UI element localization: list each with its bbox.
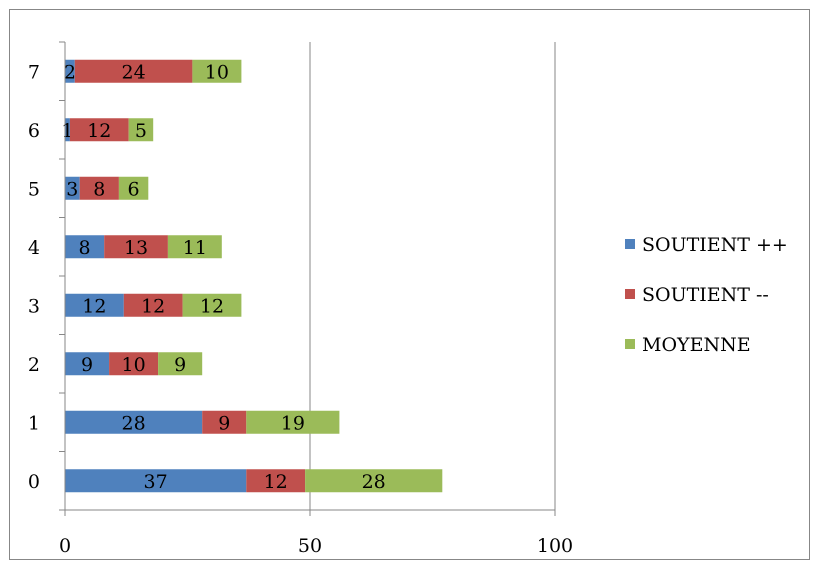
data-label-1-2: 19: [281, 412, 305, 434]
data-label-1-0: 28: [122, 412, 146, 434]
data-label-3-2: 12: [200, 295, 224, 317]
y-tick-label-6: 6: [28, 120, 40, 142]
x-tick-label-0: 0: [59, 535, 71, 557]
bar-seg-6-1: [69, 118, 129, 142]
data-label-7-0: 2: [64, 61, 76, 83]
y-tick-label-7: 7: [28, 61, 40, 83]
data-label-0-0: 37: [144, 471, 168, 493]
bar-seg-6-2: [128, 118, 154, 142]
y-tick-label-5: 5: [28, 178, 40, 200]
data-label-5-2: 6: [128, 178, 140, 200]
data-label-3-1: 12: [141, 295, 165, 317]
gridlines: [309, 42, 556, 510]
bar-seg-7-2: [192, 59, 242, 83]
bar-seg-3-1: [123, 293, 183, 317]
data-label-7-2: 10: [205, 61, 229, 83]
y-tick-label-4: 4: [28, 237, 40, 259]
bar-seg-7-1: [74, 59, 193, 83]
legend-swatch-0: [625, 239, 635, 249]
legend-label-1: SOUTIENT --: [642, 284, 769, 306]
bar-seg-1-1: [202, 410, 247, 434]
x-tick-label-50: 50: [298, 535, 322, 557]
legend-label-2: MOYENNE: [642, 334, 751, 356]
chart-frame: [9, 9, 810, 560]
data-label-2-1: 10: [122, 354, 146, 376]
bar-seg-6-0: [65, 118, 70, 142]
bar-seg-4-0: [65, 235, 105, 259]
y-tick-label-1: 1: [28, 412, 40, 434]
bar-seg-1-0: [65, 410, 203, 434]
data-label-2-0: 9: [81, 354, 93, 376]
bar-seg-2-2: [158, 352, 203, 376]
data-label-6-2: 5: [135, 120, 147, 142]
bar-seg-5-2: [118, 176, 149, 200]
legend-label-0: SOUTIENT ++: [642, 234, 788, 256]
bar-seg-2-0: [65, 352, 110, 376]
data-label-4-1: 13: [124, 237, 148, 259]
data-label-4-2: 11: [183, 237, 207, 259]
bar-seg-0-1: [246, 469, 306, 493]
legend-swatch-2: [625, 339, 635, 349]
data-label-7-1: 24: [122, 61, 146, 83]
data-label-0-2: 28: [362, 471, 386, 493]
bar-seg-0-0: [65, 469, 247, 493]
data-label-2-2: 9: [174, 354, 186, 376]
data-label-0-1: 12: [264, 471, 288, 493]
data-label-6-1: 12: [87, 120, 111, 142]
bar-seg-7-0: [65, 59, 75, 83]
bar-seg-0-2: [305, 469, 443, 493]
bar-seg-4-2: [167, 235, 222, 259]
bar-seg-5-0: [65, 176, 80, 200]
bar-seg-5-1: [79, 176, 119, 200]
y-tick-label-0: 0: [28, 471, 40, 493]
data-label-3-0: 12: [82, 295, 106, 317]
x-tick-label-100: 100: [537, 535, 573, 557]
legend: SOUTIENT ++ SOUTIENT -- MOYENNE: [625, 234, 788, 356]
data-label-1-1: 9: [218, 412, 230, 434]
y-tick-label-2: 2: [28, 354, 40, 376]
legend-swatch-1: [625, 289, 635, 299]
bar-seg-3-0: [65, 293, 124, 317]
bar-seg-1-2: [246, 410, 340, 434]
y-tick-label-3: 3: [28, 295, 40, 317]
bar-seg-2-1: [109, 352, 159, 376]
data-label-5-0: 3: [66, 178, 78, 200]
bar-seg-4-1: [104, 235, 168, 259]
data-label-5-1: 8: [93, 178, 105, 200]
bar-seg-3-2: [182, 293, 242, 317]
data-label-4-0: 8: [79, 237, 91, 259]
